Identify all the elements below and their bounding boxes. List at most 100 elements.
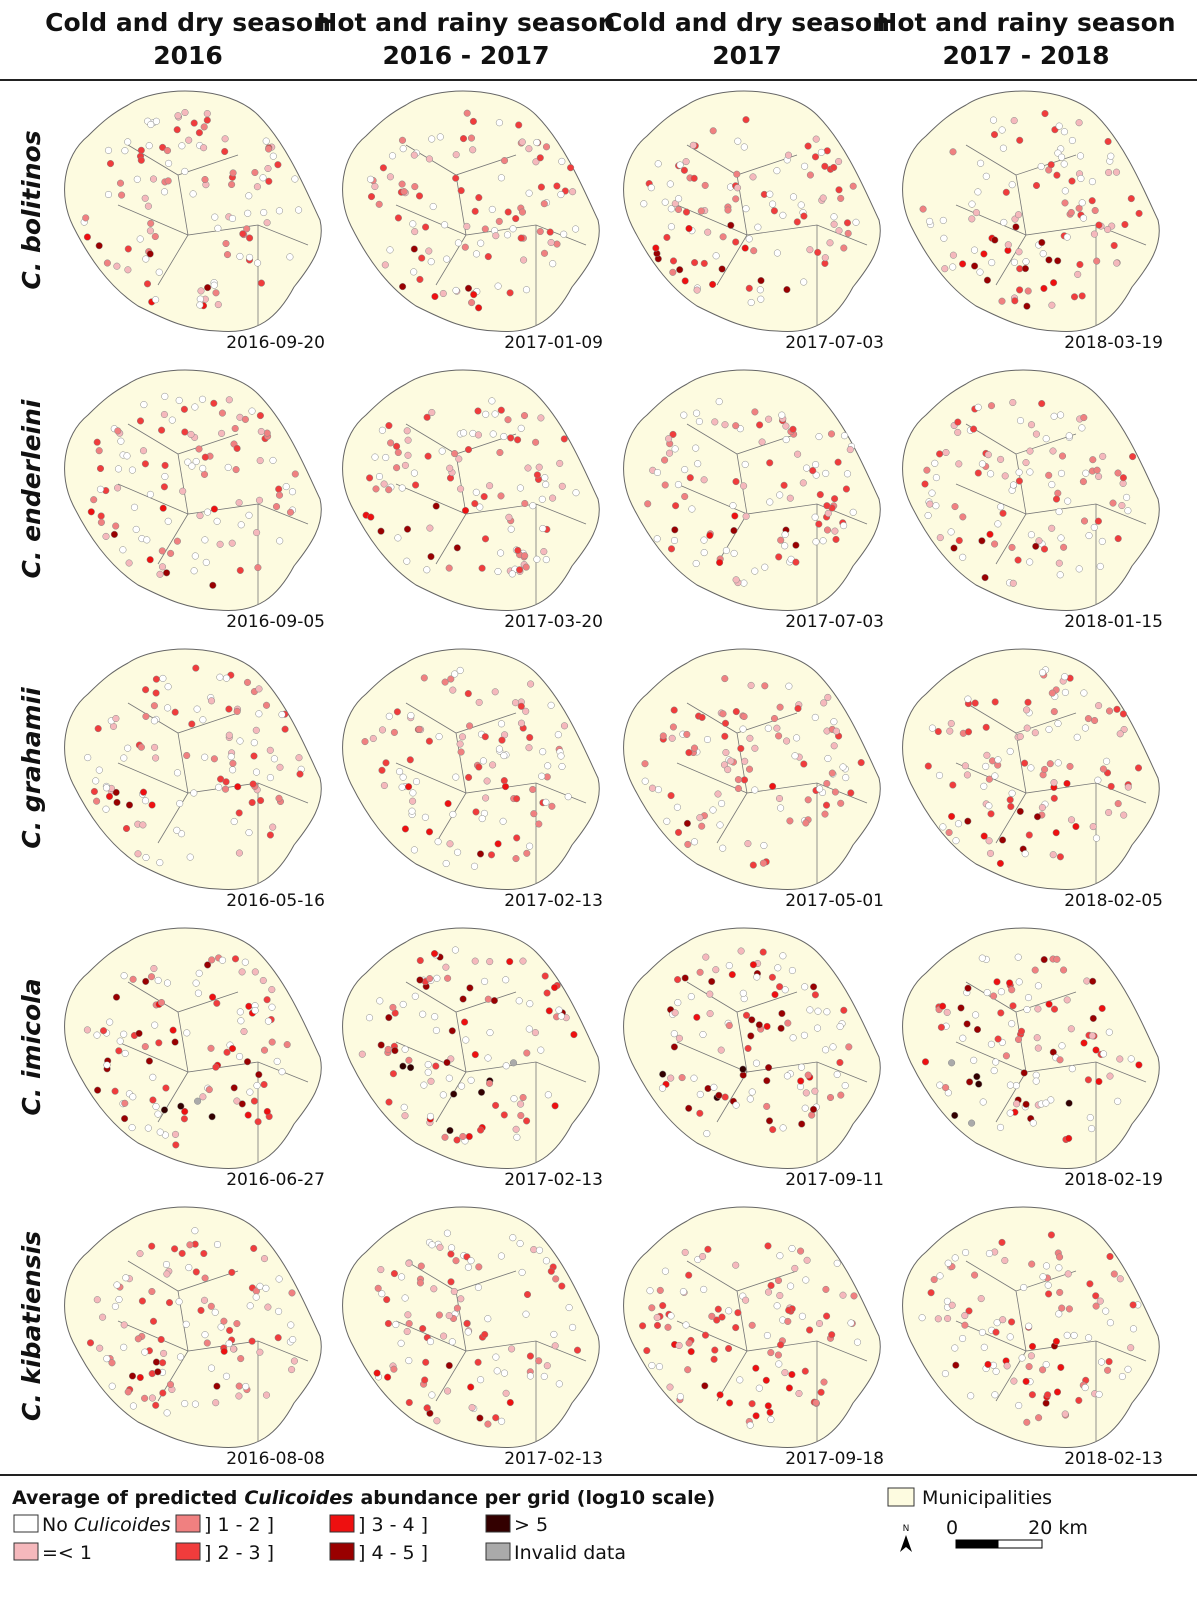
grid-cell (253, 1081, 261, 1090)
grid-cell (152, 754, 160, 762)
legend-label: Invalid data (514, 1542, 626, 1564)
grid-cell (783, 286, 791, 294)
grid-cell (533, 471, 541, 479)
grid-cell (564, 793, 572, 801)
grid-cell (207, 697, 216, 705)
grid-cell (699, 1252, 707, 1261)
grid-cell (739, 1071, 747, 1079)
grid-cell (828, 1331, 836, 1339)
island (342, 369, 600, 612)
grid-cell (1067, 816, 1076, 824)
grid-cell (988, 259, 996, 267)
grid-cell (256, 457, 264, 465)
grid-cell (1024, 698, 1032, 706)
grid-cell (236, 1052, 244, 1061)
grid-cell (225, 1340, 233, 1348)
grid-cell (990, 1067, 998, 1075)
grid-cell (380, 480, 388, 488)
grid-cell (410, 151, 418, 159)
grid-cell (405, 1320, 413, 1328)
grid-cell (748, 1321, 756, 1329)
grid-cell (152, 1401, 160, 1409)
grid-cell (1008, 1318, 1016, 1326)
grid-cell (978, 1328, 986, 1336)
grid-cell (147, 120, 155, 129)
grid-cell (555, 1006, 563, 1014)
grid-cell (377, 1041, 385, 1049)
grid-cell (443, 1058, 451, 1067)
grid-cell (275, 491, 284, 499)
grid-cell (1105, 168, 1113, 177)
grid-cell (263, 1107, 271, 1116)
grid-cell (1050, 779, 1058, 787)
grid-cell (121, 1049, 129, 1057)
grid-cell (425, 155, 433, 163)
species-label: C. bolitinos (17, 130, 46, 289)
grid-cell (670, 706, 678, 714)
grid-cell (989, 116, 998, 124)
grid-cell (1050, 1005, 1059, 1013)
grid-cell (502, 1062, 510, 1070)
municipal-borders (676, 702, 868, 883)
grid-cell (466, 722, 474, 730)
grid-cell (1048, 481, 1056, 489)
grid-cell (812, 135, 820, 143)
grid-cell (1090, 523, 1098, 531)
grid-cell (456, 740, 464, 748)
grid-cell (246, 253, 254, 261)
grid-cell (1014, 211, 1023, 219)
grid-cell (500, 752, 508, 760)
grid-cell (970, 1056, 978, 1064)
grid-cell (468, 299, 476, 307)
grid-cell (257, 279, 265, 287)
grid-cell (688, 505, 696, 513)
grid-cell (129, 1093, 137, 1101)
grid-cell (666, 1383, 674, 1391)
grid-cell (1034, 982, 1042, 990)
grid-cell (700, 549, 708, 557)
grid-cell (1067, 1025, 1075, 1033)
grid-cell (213, 999, 221, 1007)
grid-cell (1006, 747, 1014, 755)
grid-cell (713, 1316, 721, 1324)
grid-cell (734, 137, 742, 145)
grid-cell (165, 1299, 174, 1307)
grid-cell (139, 788, 148, 796)
grid-cell (739, 1065, 747, 1073)
grid-cell (811, 713, 819, 721)
grid-cell (784, 1317, 792, 1325)
grid-cell (967, 1392, 975, 1400)
grid-cell (836, 1022, 844, 1031)
grid-cell (295, 206, 303, 214)
grid-cell (934, 727, 942, 736)
legend-swatch (485, 1514, 511, 1533)
grid-cell (146, 490, 154, 498)
grid-cell (764, 724, 772, 732)
grid-cell (1008, 543, 1016, 551)
grid-cell (957, 1004, 965, 1012)
grid-cell (120, 1343, 128, 1351)
grid-cell (765, 1117, 774, 1125)
grid-cell (1061, 199, 1069, 207)
grid-cell (730, 549, 738, 557)
grid-cell (850, 1292, 858, 1300)
grid-cell (523, 1290, 532, 1299)
grid-cell (237, 521, 245, 529)
grid-cell (1110, 1270, 1118, 1278)
grid-cell (965, 1307, 973, 1315)
legend-swatch (175, 1514, 201, 1533)
grid-cell (746, 1095, 754, 1103)
grid-cell (500, 157, 509, 165)
grid-cell (1008, 986, 1016, 994)
grid-cell (266, 746, 274, 754)
grid-cell (1114, 469, 1122, 477)
grid-cell (288, 1366, 296, 1374)
grid-cell (758, 438, 766, 446)
grid-cell (1012, 223, 1020, 231)
grid-cell (212, 1399, 220, 1407)
grid-cell (1016, 417, 1025, 425)
grid-cell (676, 266, 684, 274)
grid-cell (116, 1037, 124, 1045)
grid-cell (799, 479, 807, 487)
grid-cell (836, 1058, 844, 1067)
